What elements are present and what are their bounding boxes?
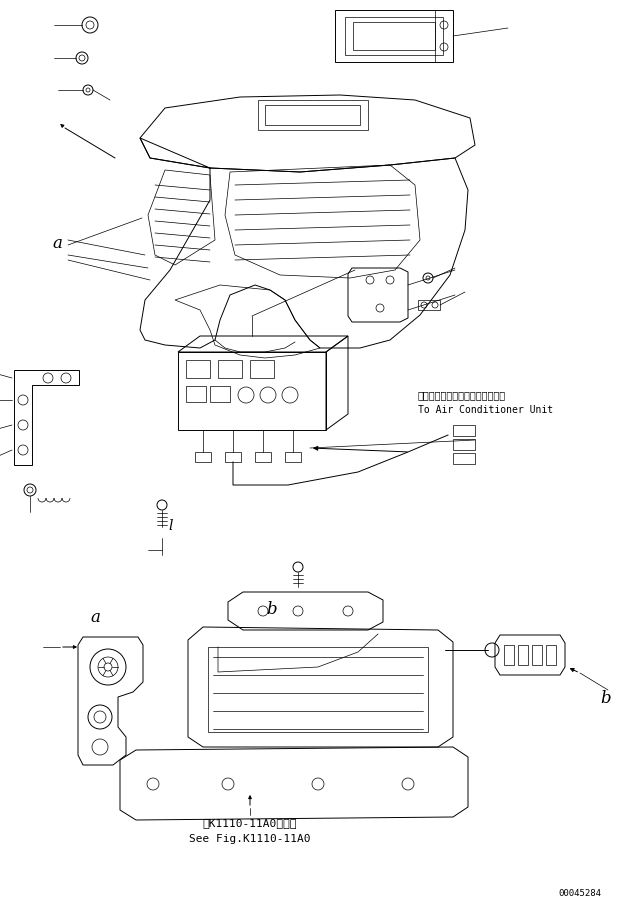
- Text: a: a: [52, 235, 62, 252]
- Bar: [518, 645, 528, 665]
- Bar: [285, 452, 301, 462]
- Bar: [265, 105, 360, 125]
- Bar: [258, 100, 368, 130]
- Bar: [504, 645, 514, 665]
- Text: 第K1110-11A0図参照: 第K1110-11A0図参照: [203, 818, 298, 828]
- Bar: [178, 352, 326, 430]
- Text: l: l: [168, 519, 173, 533]
- Text: b: b: [600, 690, 611, 707]
- Bar: [186, 360, 210, 378]
- Text: To Air Conditioner Unit: To Air Conditioner Unit: [418, 405, 553, 415]
- Bar: [255, 452, 271, 462]
- Text: a: a: [90, 609, 100, 626]
- Bar: [453, 453, 475, 464]
- Bar: [453, 439, 475, 450]
- Text: b: b: [266, 601, 277, 618]
- Bar: [186, 386, 206, 402]
- Bar: [335, 10, 453, 62]
- Bar: [218, 360, 242, 378]
- Bar: [225, 452, 241, 462]
- Bar: [250, 360, 274, 378]
- Bar: [208, 647, 428, 732]
- Bar: [546, 645, 556, 665]
- Text: 00045284: 00045284: [558, 889, 601, 898]
- Text: See Fig.K1110-11A0: See Fig.K1110-11A0: [189, 834, 311, 844]
- Text: エアーコンディショナユニットへ: エアーコンディショナユニットへ: [418, 390, 506, 400]
- Bar: [345, 17, 443, 55]
- Bar: [353, 22, 435, 50]
- Bar: [532, 645, 542, 665]
- Bar: [453, 425, 475, 436]
- Bar: [210, 386, 230, 402]
- Bar: [195, 452, 211, 462]
- Bar: [418, 300, 440, 310]
